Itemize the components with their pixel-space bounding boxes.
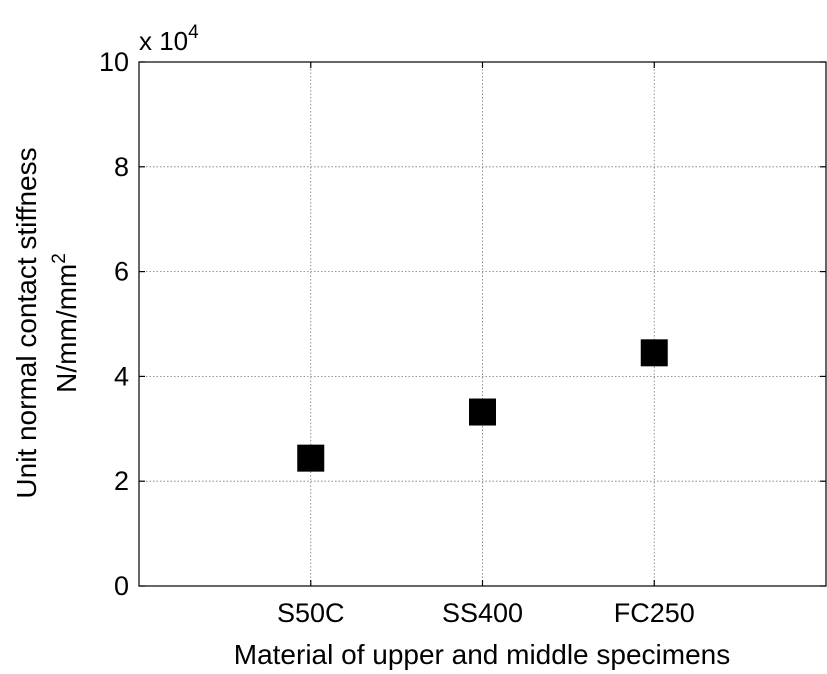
data-point-square [469,398,496,426]
y-exponent-prefix: x 10 [139,26,188,56]
y-tick-label: 4 [114,361,129,391]
data-points [297,339,668,472]
y-axis-title-line1: Unit normal contact stiffness [11,147,42,498]
y-tick-label: 2 [114,466,129,496]
y-tick-label: 10 [99,47,129,77]
y-axis-unit-sup: 2 [49,253,70,264]
data-point-square [297,444,325,472]
y-tick-label: 8 [114,152,129,182]
x-tick-label: FC250 [614,598,695,628]
y-exponent-label: x 104 [139,22,199,56]
y-tick-label: 0 [114,571,129,601]
y-axis-unit: N/mm/mm [51,264,82,393]
x-tick-label: SS400 [442,598,523,628]
x-tick-label: S50C [277,598,345,628]
y-tick-label: 6 [114,257,129,287]
y-exponent-power: 4 [188,22,199,43]
y-axis-title-line2: N/mm/mm2 [49,253,82,393]
x-tick-labels: S50C SS400 FC250 [277,598,695,628]
y-tick-labels: 0 2 4 6 8 10 [99,47,129,601]
data-point-square [640,339,668,367]
x-axis-title: Material of upper and middle specimens [234,639,730,670]
plot-area [139,62,826,586]
axis-ticks [139,61,826,587]
grid-lines [139,62,826,586]
